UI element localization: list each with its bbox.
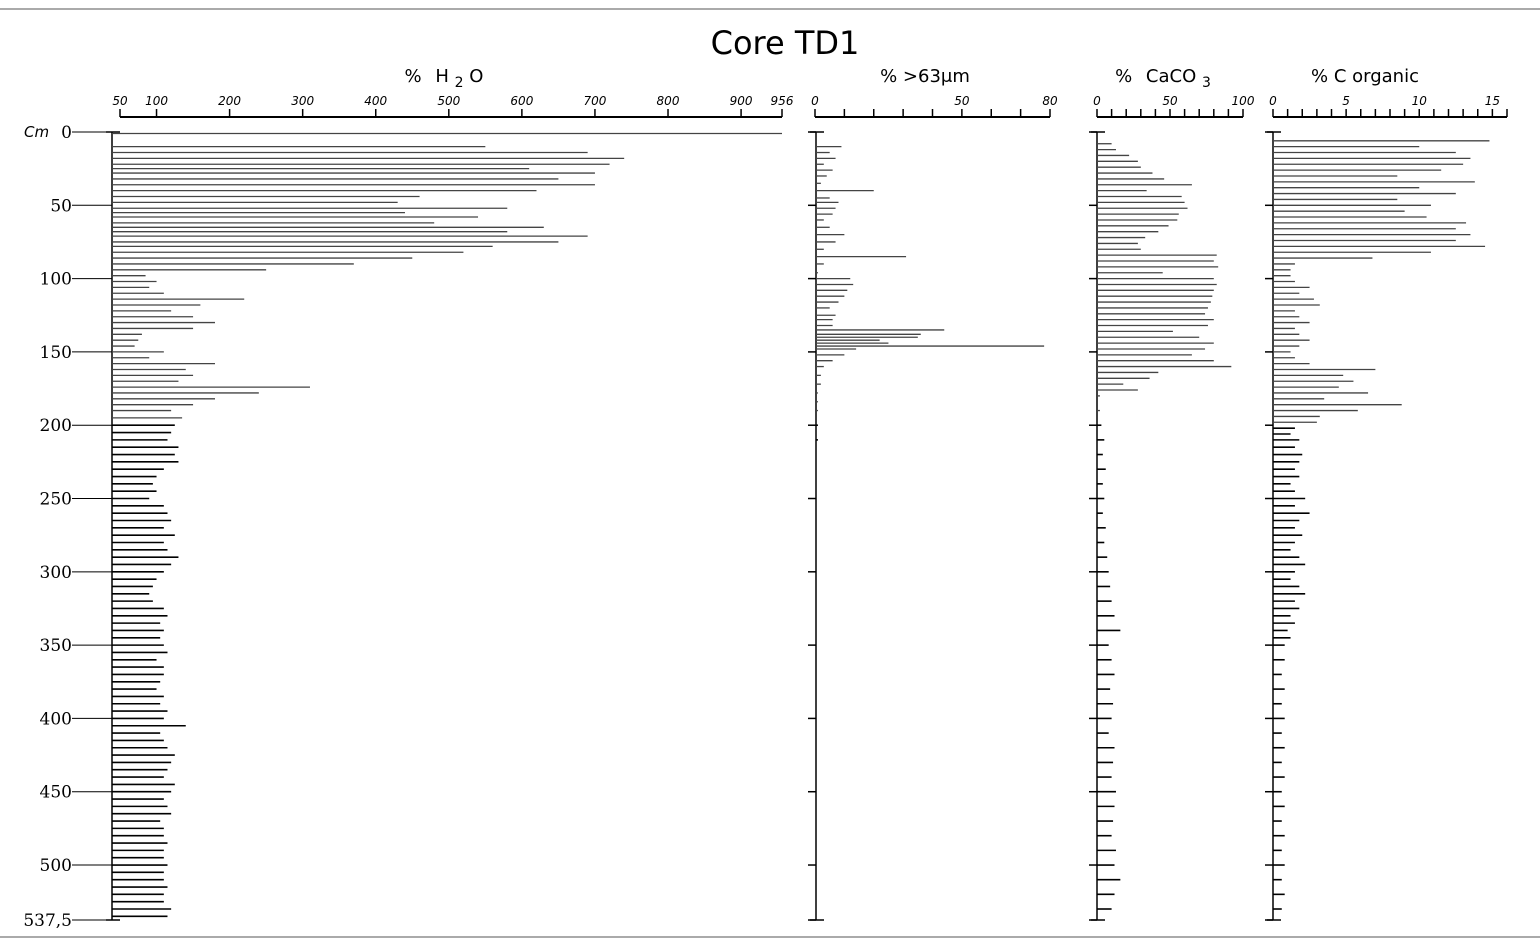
caco3-panel-heading: % CaCO 3 [1115,66,1211,91]
caco3-x-tick-label: 50 [1162,94,1178,108]
h2o-heading-h: H [435,66,449,87]
depth-tick-label: 100 [40,270,72,290]
coarse-x-tick-label: 80 [1042,94,1058,108]
depth-axis: Cm 0 50 100 150 200 250 300 350 400 450 500 537,5 [23,123,72,931]
depth-tick-label: 300 [40,563,72,583]
caco3-x-tick-label: 0 [1093,94,1101,108]
coarse-fraction-panel: 0 50 80 [808,94,1058,921]
h2o-panel-heading: % H 2 O [405,66,484,92]
depth-tick-label: 450 [40,783,72,803]
h2o-heading-o: O [469,66,483,87]
depth-tick-label: 500 [40,856,72,876]
corg-x-tick-label: 15 [1485,94,1500,108]
h2o-heading-subscript: 2 [455,75,464,91]
coarse-x-tick-label: 0 [811,94,819,108]
coarse-panel-heading: % >63μm [880,66,970,87]
h2o-x-tick-label: 300 [291,94,314,108]
h2o-heading-percent: % [405,66,422,87]
h2o-x-tick-label: 100 [145,94,168,108]
h2o-panel: 50 100 200 300 400 500 600 700 800 900 956 [72,94,794,921]
depth-tick-label: 350 [40,636,72,656]
depth-tick-label: 400 [40,709,72,729]
h2o-x-tick-label: 500 [437,94,460,108]
depth-tick-label: 0 [61,123,72,143]
caco3-heading-subscript: 3 [1202,75,1211,91]
caco3-heading-percent: % [1115,66,1132,87]
h2o-x-tick-label: 700 [583,94,606,108]
depth-tick-label: 150 [40,343,72,363]
depth-tick-label: 250 [40,490,72,510]
caco3-heading-formula: CaCO [1146,66,1196,87]
caco3-x-tick-label: 100 [1232,94,1255,108]
organic-carbon-panel: 0 5 10 15 [1265,94,1508,921]
depth-tick-label: 200 [40,416,72,436]
depth-tick-label: 50 [50,196,72,216]
depth-tick-label: 537,5 [23,911,72,931]
h2o-x-tick-label: 900 [730,94,753,108]
caco3-panel: 0 50 100 [1089,94,1255,921]
corg-x-tick-label: 10 [1412,94,1428,108]
corg-x-tick-label: 5 [1342,94,1350,108]
h2o-x-tick-label: 200 [218,94,241,108]
h2o-x-tick-label: 600 [510,94,533,108]
h2o-x-tick-label: 400 [364,94,387,108]
corg-panel-heading: % C organic [1311,66,1419,87]
coarse-x-tick-label: 50 [954,94,970,108]
h2o-x-tick-label: 50 [112,94,128,108]
chart-title: Core TD1 [711,24,860,62]
depth-unit-label: Cm [24,123,49,141]
corg-x-tick-label: 0 [1269,94,1277,108]
h2o-x-tick-label: 956 [771,94,794,108]
h2o-x-tick-label: 800 [657,94,680,108]
